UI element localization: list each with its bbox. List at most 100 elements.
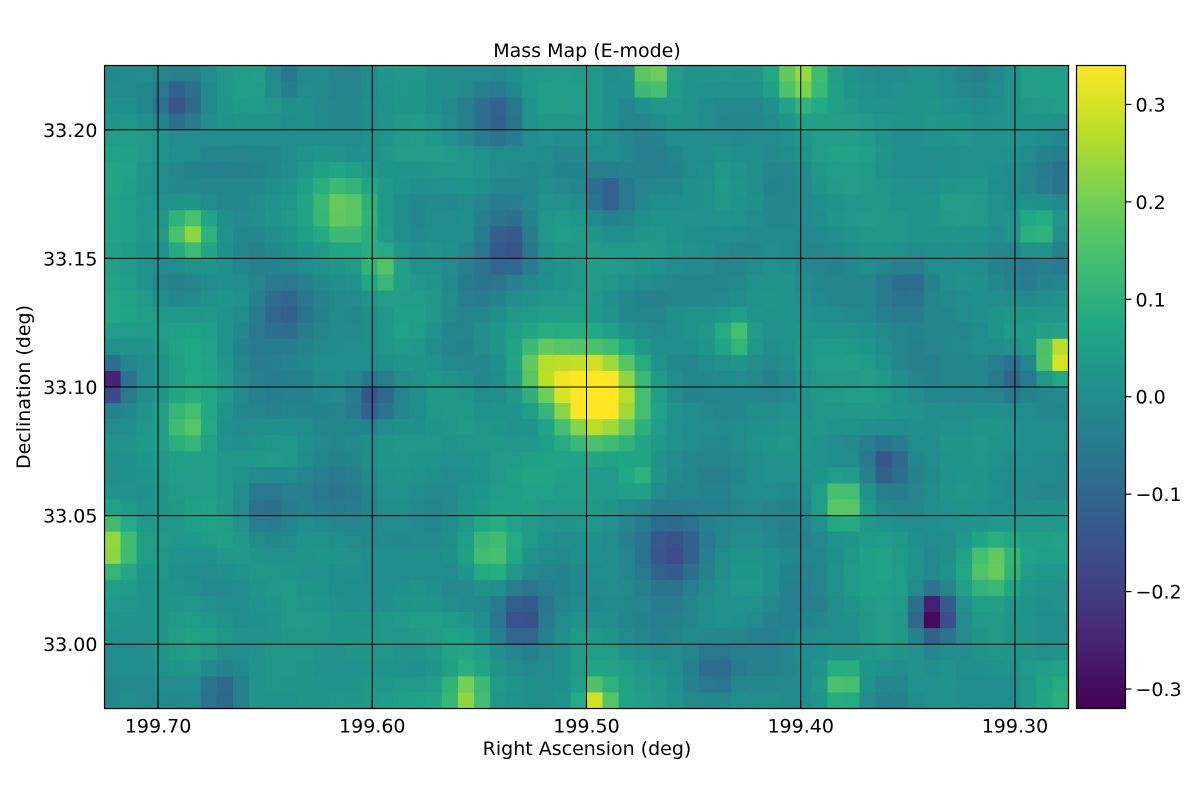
heatmap-cell <box>490 354 507 372</box>
heatmap-cell <box>345 370 363 388</box>
heatmap-cell <box>586 161 604 179</box>
heatmap-cell <box>474 226 491 243</box>
heatmap-cell <box>843 274 861 292</box>
heatmap-cell <box>297 435 314 452</box>
heatmap-cell <box>120 660 138 677</box>
heatmap-cell <box>297 595 314 613</box>
heatmap-cell <box>345 210 363 227</box>
heatmap-cell <box>747 515 764 533</box>
heatmap-cell <box>811 145 829 163</box>
heatmap-cell <box>570 145 588 163</box>
heatmap-cell <box>216 483 234 501</box>
heatmap-cell <box>1020 435 1037 452</box>
heatmap-cell <box>104 194 122 211</box>
heatmap-cell <box>538 467 555 485</box>
heatmap-cell <box>425 97 443 115</box>
heatmap-cell <box>763 306 780 324</box>
x-tick-label: 199.70 <box>125 716 191 738</box>
heatmap-cell <box>329 81 347 99</box>
heatmap-cell <box>1036 226 1054 243</box>
heatmap-cell <box>602 628 620 645</box>
heatmap-cell <box>281 194 298 211</box>
heatmap-cell <box>538 515 555 533</box>
heatmap-cell <box>329 595 347 613</box>
heatmap-cell <box>329 644 347 661</box>
heatmap-cell <box>1004 65 1021 83</box>
heatmap-cell <box>1020 451 1037 468</box>
heatmap-cell <box>634 258 652 276</box>
heatmap-cell <box>907 210 925 227</box>
heatmap-cell <box>265 242 282 259</box>
heatmap-cell <box>650 194 668 211</box>
heatmap-cell <box>216 178 234 195</box>
heatmap-cell <box>490 306 507 324</box>
heatmap-cell <box>988 226 1005 243</box>
heatmap-cell <box>731 499 748 517</box>
heatmap-cell <box>827 676 845 694</box>
heatmap-cell <box>763 660 780 677</box>
heatmap-cell <box>104 676 122 694</box>
heatmap-cell <box>168 258 186 276</box>
heatmap-cell <box>361 65 379 83</box>
heatmap-cell <box>923 338 941 356</box>
heatmap-cell <box>731 354 748 372</box>
heatmap-cell <box>634 338 652 356</box>
heatmap-cell <box>570 515 588 533</box>
heatmap-cell <box>875 97 893 115</box>
heatmap-cell <box>956 644 973 661</box>
heatmap-cell <box>988 595 1005 613</box>
heatmap-cell <box>859 419 877 436</box>
heatmap-cell <box>1020 178 1037 195</box>
heatmap-cell <box>811 676 829 694</box>
heatmap-cell <box>731 161 748 179</box>
heatmap-cell <box>907 161 925 179</box>
heatmap-cell <box>377 387 395 404</box>
heatmap-cell <box>698 145 716 163</box>
heatmap-cell <box>313 81 331 99</box>
heatmap-cell <box>168 644 186 661</box>
heatmap-cell <box>538 194 555 211</box>
heatmap-cell <box>1020 612 1037 629</box>
heatmap-cell <box>650 290 668 308</box>
heatmap-cell <box>233 81 250 99</box>
heatmap-cell <box>506 338 523 356</box>
heatmap-cell <box>216 113 234 131</box>
heatmap-cell <box>120 306 138 324</box>
heatmap-cell <box>602 515 620 533</box>
heatmap-cell <box>602 290 620 308</box>
heatmap-cell <box>522 644 539 661</box>
heatmap-cell <box>843 547 861 565</box>
heatmap-cell <box>393 435 411 452</box>
heatmap-cell <box>891 242 909 259</box>
heatmap-cell <box>747 322 764 340</box>
heatmap-cell <box>281 515 298 533</box>
heatmap-cell <box>457 579 475 597</box>
heatmap-cell <box>329 579 347 597</box>
heatmap-cell <box>939 419 957 436</box>
heatmap-cell <box>393 451 411 468</box>
heatmap-cell <box>763 612 780 629</box>
heatmap-cell <box>297 692 314 710</box>
heatmap-cell <box>329 161 347 179</box>
heatmap-cell <box>361 676 379 694</box>
heatmap-cell <box>1004 258 1021 276</box>
heatmap-cell <box>377 145 395 163</box>
heatmap-cell <box>891 628 909 645</box>
heatmap-cell <box>457 403 475 420</box>
heatmap-cell <box>200 178 218 195</box>
heatmap-cell <box>152 178 170 195</box>
heatmap-cell <box>763 210 780 227</box>
heatmap-cell <box>136 242 154 259</box>
heatmap-cell <box>747 612 764 629</box>
heatmap-cell <box>1036 194 1054 211</box>
heatmap-cell <box>634 97 652 115</box>
heatmap-cell <box>152 258 170 276</box>
heatmap-cell <box>972 419 989 436</box>
heatmap-cell <box>586 338 604 356</box>
heatmap-cell <box>538 178 555 195</box>
heatmap-cell <box>827 210 845 227</box>
heatmap-cell <box>313 370 331 388</box>
heatmap-cell <box>184 435 202 452</box>
heatmap-cell <box>939 499 957 517</box>
heatmap-cell <box>682 644 700 661</box>
